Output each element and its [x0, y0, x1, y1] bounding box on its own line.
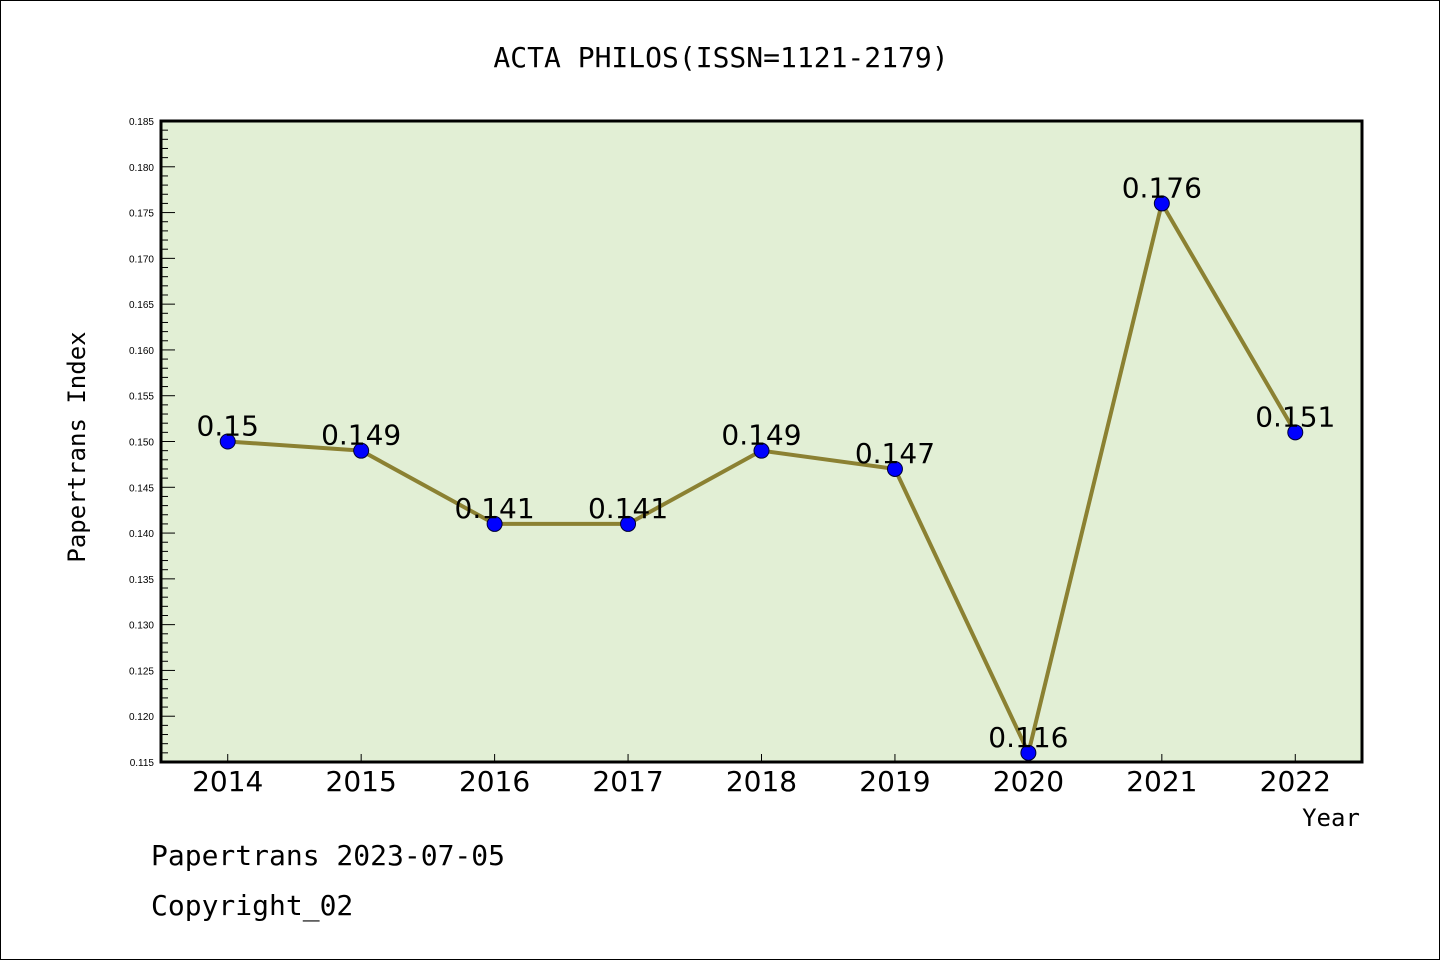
- y-tick-label: 0.150: [129, 438, 154, 449]
- data-point: [486, 515, 503, 532]
- data-label: 0.149: [721, 419, 801, 452]
- footer-copyright: Copyright_02: [151, 889, 353, 923]
- x-axis-title: Year: [1302, 804, 1360, 832]
- footer-date: Papertrans 2023-07-05: [151, 839, 505, 872]
- data-label: 0.151: [1255, 400, 1335, 433]
- data-label: 0.149: [321, 419, 401, 452]
- y-tick-label: 0.170: [129, 254, 154, 265]
- data-point: [1287, 424, 1304, 441]
- data-labels: 0.15 0.149 0.141 0.141 0.149 0.147 0.116 0.176 0…: [197, 171, 1336, 753]
- x-tick-label: 2016: [459, 765, 530, 798]
- data-label: 0.141: [455, 492, 535, 525]
- y-axis: 0.115 0.120 0.125 0.130 0.135 0.140 0.145 0.150…: [129, 117, 175, 769]
- x-tick-label: 2014: [192, 765, 263, 798]
- plot-area: [161, 121, 1362, 762]
- data-label: 0.141: [588, 492, 668, 525]
- data-point: [753, 442, 770, 459]
- series-group: [219, 195, 1304, 761]
- y-tick-label: 0.130: [129, 621, 154, 632]
- y-tick-label: 0.155: [129, 392, 154, 403]
- y-tick-label: 0.145: [129, 483, 154, 494]
- y-tick-label: 0.160: [129, 346, 154, 357]
- x-tick-label: 2017: [592, 765, 663, 798]
- y-tick-label: 0.140: [129, 529, 154, 540]
- data-point: [1020, 744, 1037, 761]
- data-label: 0.147: [855, 437, 935, 470]
- plot-border: [159, 119, 1364, 764]
- x-tick-label: 2020: [993, 765, 1064, 798]
- x-tick-label: 2022: [1260, 765, 1331, 798]
- x-tick-label: 2015: [326, 765, 397, 798]
- y-tick-label: 0.120: [129, 712, 154, 723]
- data-label: 0.176: [1122, 171, 1202, 204]
- y-axis-title: Papertrans Index: [63, 331, 91, 562]
- x-tick-label: 2019: [859, 765, 930, 798]
- y-tick-label: 0.165: [129, 300, 154, 311]
- chart-title: ACTA PHILOS(ISSN=1121-2179): [493, 41, 948, 74]
- y-tick-label: 0.125: [129, 666, 154, 677]
- data-label: 0.116: [988, 721, 1068, 754]
- data-label: 0.15: [197, 410, 259, 443]
- y-tick-label: 0.180: [129, 163, 154, 174]
- y-tick-label: 0.185: [129, 117, 154, 128]
- data-point: [886, 460, 903, 477]
- data-point: [353, 442, 370, 459]
- y-tick-label: 0.115: [130, 758, 155, 769]
- y-tick-label: 0.135: [129, 575, 154, 586]
- data-point: [620, 515, 637, 532]
- x-tick-label: 2018: [726, 765, 797, 798]
- x-axis: 2014 2015 2016 2017 2018 2019 2020 2021 2022: [192, 754, 1331, 798]
- data-point: [219, 433, 236, 450]
- y-tick-label: 0.175: [129, 209, 154, 220]
- x-tick-label: 2021: [1126, 765, 1197, 798]
- data-point: [1153, 195, 1170, 212]
